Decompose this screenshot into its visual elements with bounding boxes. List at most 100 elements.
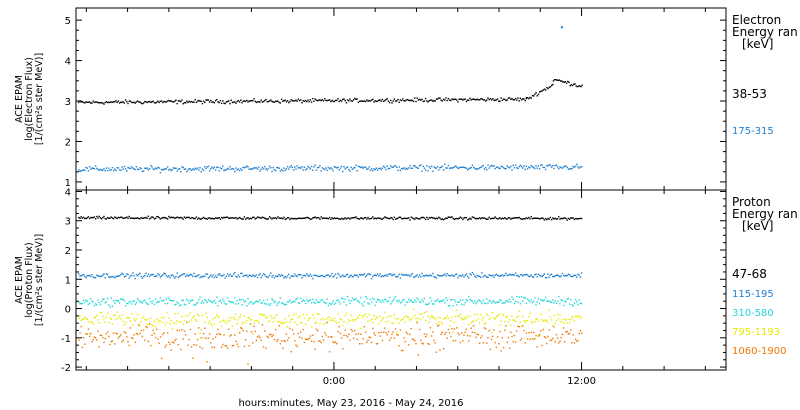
data-point — [352, 99, 355, 101]
data-point — [284, 218, 286, 220]
data-point — [249, 323, 252, 325]
data-point — [313, 301, 315, 304]
data-point — [170, 274, 172, 277]
data-point — [375, 100, 378, 103]
data-point — [559, 276, 561, 278]
data-point — [324, 332, 326, 334]
y-tick-label: 1 — [65, 275, 71, 286]
data-point — [78, 273, 80, 275]
data-point — [340, 165, 343, 167]
data-point — [138, 299, 140, 302]
data-point — [380, 218, 382, 220]
data-point — [331, 319, 333, 321]
data-point — [342, 98, 344, 101]
data-point — [484, 275, 487, 277]
data-point — [462, 274, 464, 276]
data-point — [262, 314, 265, 316]
data-point — [321, 274, 324, 277]
data-point — [240, 327, 242, 329]
data-point — [513, 99, 516, 101]
data-point — [210, 168, 212, 170]
data-point — [502, 347, 505, 349]
data-point — [297, 302, 300, 304]
data-point — [162, 333, 164, 336]
data-point — [297, 217, 300, 219]
data-point — [97, 275, 99, 277]
data-point — [350, 274, 352, 276]
data-point — [151, 334, 153, 336]
data-point — [147, 101, 150, 103]
data-point — [453, 98, 456, 100]
data-point — [362, 338, 364, 340]
data-point — [442, 274, 445, 276]
data-point — [261, 314, 264, 316]
data-point — [370, 301, 373, 303]
data-point — [316, 301, 319, 303]
data-point — [363, 166, 366, 168]
data-point — [303, 166, 306, 168]
data-point — [517, 167, 519, 170]
data-point — [576, 340, 578, 342]
data-point — [450, 320, 452, 322]
data-point — [154, 298, 157, 300]
data-point — [460, 275, 463, 277]
data-point — [476, 313, 478, 315]
data-point — [556, 337, 559, 339]
data-point — [184, 168, 187, 170]
data-point — [301, 277, 303, 279]
data-point — [132, 167, 134, 169]
data-point — [548, 309, 550, 311]
data-point — [206, 166, 208, 168]
data-point — [545, 89, 547, 91]
data-point — [130, 313, 133, 315]
data-point — [466, 334, 469, 337]
data-point — [154, 102, 157, 104]
data-point — [430, 99, 433, 101]
data-point — [318, 275, 320, 278]
data-point — [516, 316, 518, 319]
data-point — [150, 344, 152, 347]
data-point — [490, 275, 493, 277]
data-point — [282, 274, 284, 277]
legend-title: [keV] — [742, 219, 773, 233]
data-point — [482, 164, 484, 167]
data-point — [580, 86, 582, 88]
data-point — [230, 275, 232, 277]
data-point — [111, 323, 114, 325]
data-point — [139, 218, 141, 220]
data-point — [391, 166, 393, 168]
data-point — [506, 165, 508, 167]
data-point — [492, 312, 494, 314]
data-point — [382, 165, 385, 167]
data-point — [433, 217, 435, 219]
data-point — [379, 300, 381, 302]
data-point — [188, 100, 190, 103]
data-point — [246, 99, 248, 102]
data-point — [308, 317, 310, 320]
data-point — [92, 276, 94, 278]
data-point — [528, 332, 530, 334]
data-point — [112, 300, 115, 302]
data-point — [244, 218, 247, 220]
data-point — [154, 326, 157, 328]
data-point — [414, 218, 416, 220]
data-point — [300, 331, 302, 333]
data-point — [573, 83, 575, 85]
data-point — [453, 299, 456, 301]
data-point — [381, 218, 384, 220]
data-point — [409, 100, 411, 102]
data-point — [320, 99, 322, 102]
data-point — [464, 167, 466, 169]
data-point — [242, 329, 244, 332]
data-point — [556, 166, 559, 168]
data-point — [391, 274, 393, 277]
data-point — [517, 97, 519, 99]
data-point — [517, 315, 519, 317]
data-point — [267, 276, 270, 278]
data-point — [208, 101, 211, 103]
data-point — [415, 317, 417, 320]
data-point — [213, 299, 216, 302]
data-point — [384, 298, 386, 301]
data-point — [294, 273, 296, 275]
data-point — [440, 275, 442, 277]
